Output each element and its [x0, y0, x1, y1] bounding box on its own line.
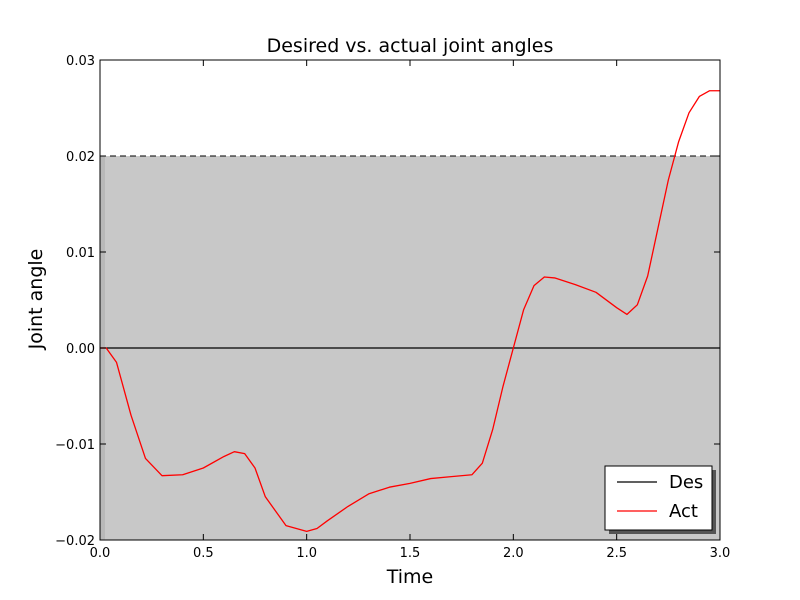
- x-tick-label: 2.5: [606, 546, 627, 561]
- plot-area: 0.0 0.5 1.0 1.5 2.0 2.5 3.0 −0.02 −0.01 0.00 0.01 0…: [55, 54, 730, 561]
- x-axis-label: Time: [386, 566, 434, 588]
- y-tick-label: 0.01: [66, 246, 95, 261]
- y-tick-label: 0.02: [66, 150, 95, 165]
- legend: Des Act: [604, 465, 716, 534]
- y-axis-label: Joint angle: [25, 249, 47, 351]
- x-tick-label: 1.5: [400, 546, 421, 561]
- x-tick-label: 2.0: [503, 546, 524, 561]
- series-line-act: [100, 90, 720, 533]
- legend-label-act: Act: [669, 501, 698, 522]
- y-tick-label: 0.03: [66, 54, 95, 69]
- x-tick-label: 0.0: [90, 546, 111, 561]
- x-tick-label: 3.0: [710, 546, 731, 561]
- legend-box: [604, 465, 713, 531]
- x-tick-label: 0.5: [193, 546, 214, 561]
- y-tick-label: −0.01: [55, 438, 95, 453]
- y-tick-label: −0.02: [55, 534, 95, 549]
- x-tick-label: 1.0: [296, 546, 317, 561]
- legend-label-des: Des: [669, 472, 703, 493]
- chart-title: Desired vs. actual joint angles: [267, 35, 554, 57]
- y-tick-label: 0.00: [66, 342, 95, 357]
